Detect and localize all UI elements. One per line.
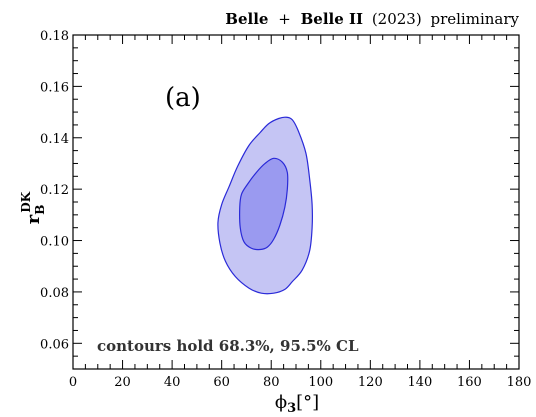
- x-axis-label: ϕ3[°]: [275, 392, 319, 416]
- x-tick-label: 180: [507, 375, 532, 390]
- x-axis-symbol: ϕ: [275, 392, 287, 413]
- x-tick-label: 160: [457, 375, 482, 390]
- contour-layer: [217, 116, 314, 295]
- x-tick-label: 80: [263, 375, 280, 390]
- panel-label: (a): [165, 83, 201, 113]
- y-axis-subscript: B: [33, 205, 47, 215]
- chart-title: Belle + Belle II (2023) preliminary: [225, 10, 519, 28]
- x-tick-label: 140: [407, 375, 432, 390]
- y-tick-label: 0.16: [40, 80, 69, 95]
- x-tick-label: 40: [164, 375, 181, 390]
- x-tick-label: 60: [213, 375, 230, 390]
- title-status: preliminary: [430, 10, 519, 28]
- tick-layer: 0 20 40 60 80 100 120 140 160 180 0.06 0.08 0.10 0.12…: [40, 29, 531, 390]
- title-plus: +: [278, 10, 291, 28]
- contour-68-3pct: [239, 157, 289, 251]
- y-tick-label: 0.08: [40, 286, 69, 301]
- y-tick-label: 0.18: [40, 29, 69, 44]
- x-tick-label: 20: [114, 375, 131, 390]
- title-belle: Belle: [225, 10, 268, 28]
- title-year: (2023): [372, 10, 422, 28]
- x-tick-label: 0: [69, 375, 77, 390]
- y-tick-label: 0.06: [40, 337, 69, 352]
- y-tick-label: 0.14: [40, 132, 69, 147]
- title-belle2: Belle II: [301, 10, 363, 28]
- cl-annotation: contours hold 68.3%, 95.5% CL: [97, 337, 359, 355]
- svg-text:rBDK: rBDK: [19, 191, 47, 224]
- y-axis-label: rBDK: [19, 191, 47, 224]
- y-axis-superscript: DK: [19, 191, 33, 212]
- y-tick-label: 0.12: [40, 183, 69, 198]
- x-axis-subscript: 3: [287, 401, 296, 416]
- y-tick-label: 0.10: [40, 235, 69, 250]
- x-tick-label: 100: [308, 375, 333, 390]
- x-axis-unit: [°]: [296, 392, 319, 413]
- y-axis-symbol: r: [23, 214, 44, 224]
- x-tick-label: 120: [358, 375, 383, 390]
